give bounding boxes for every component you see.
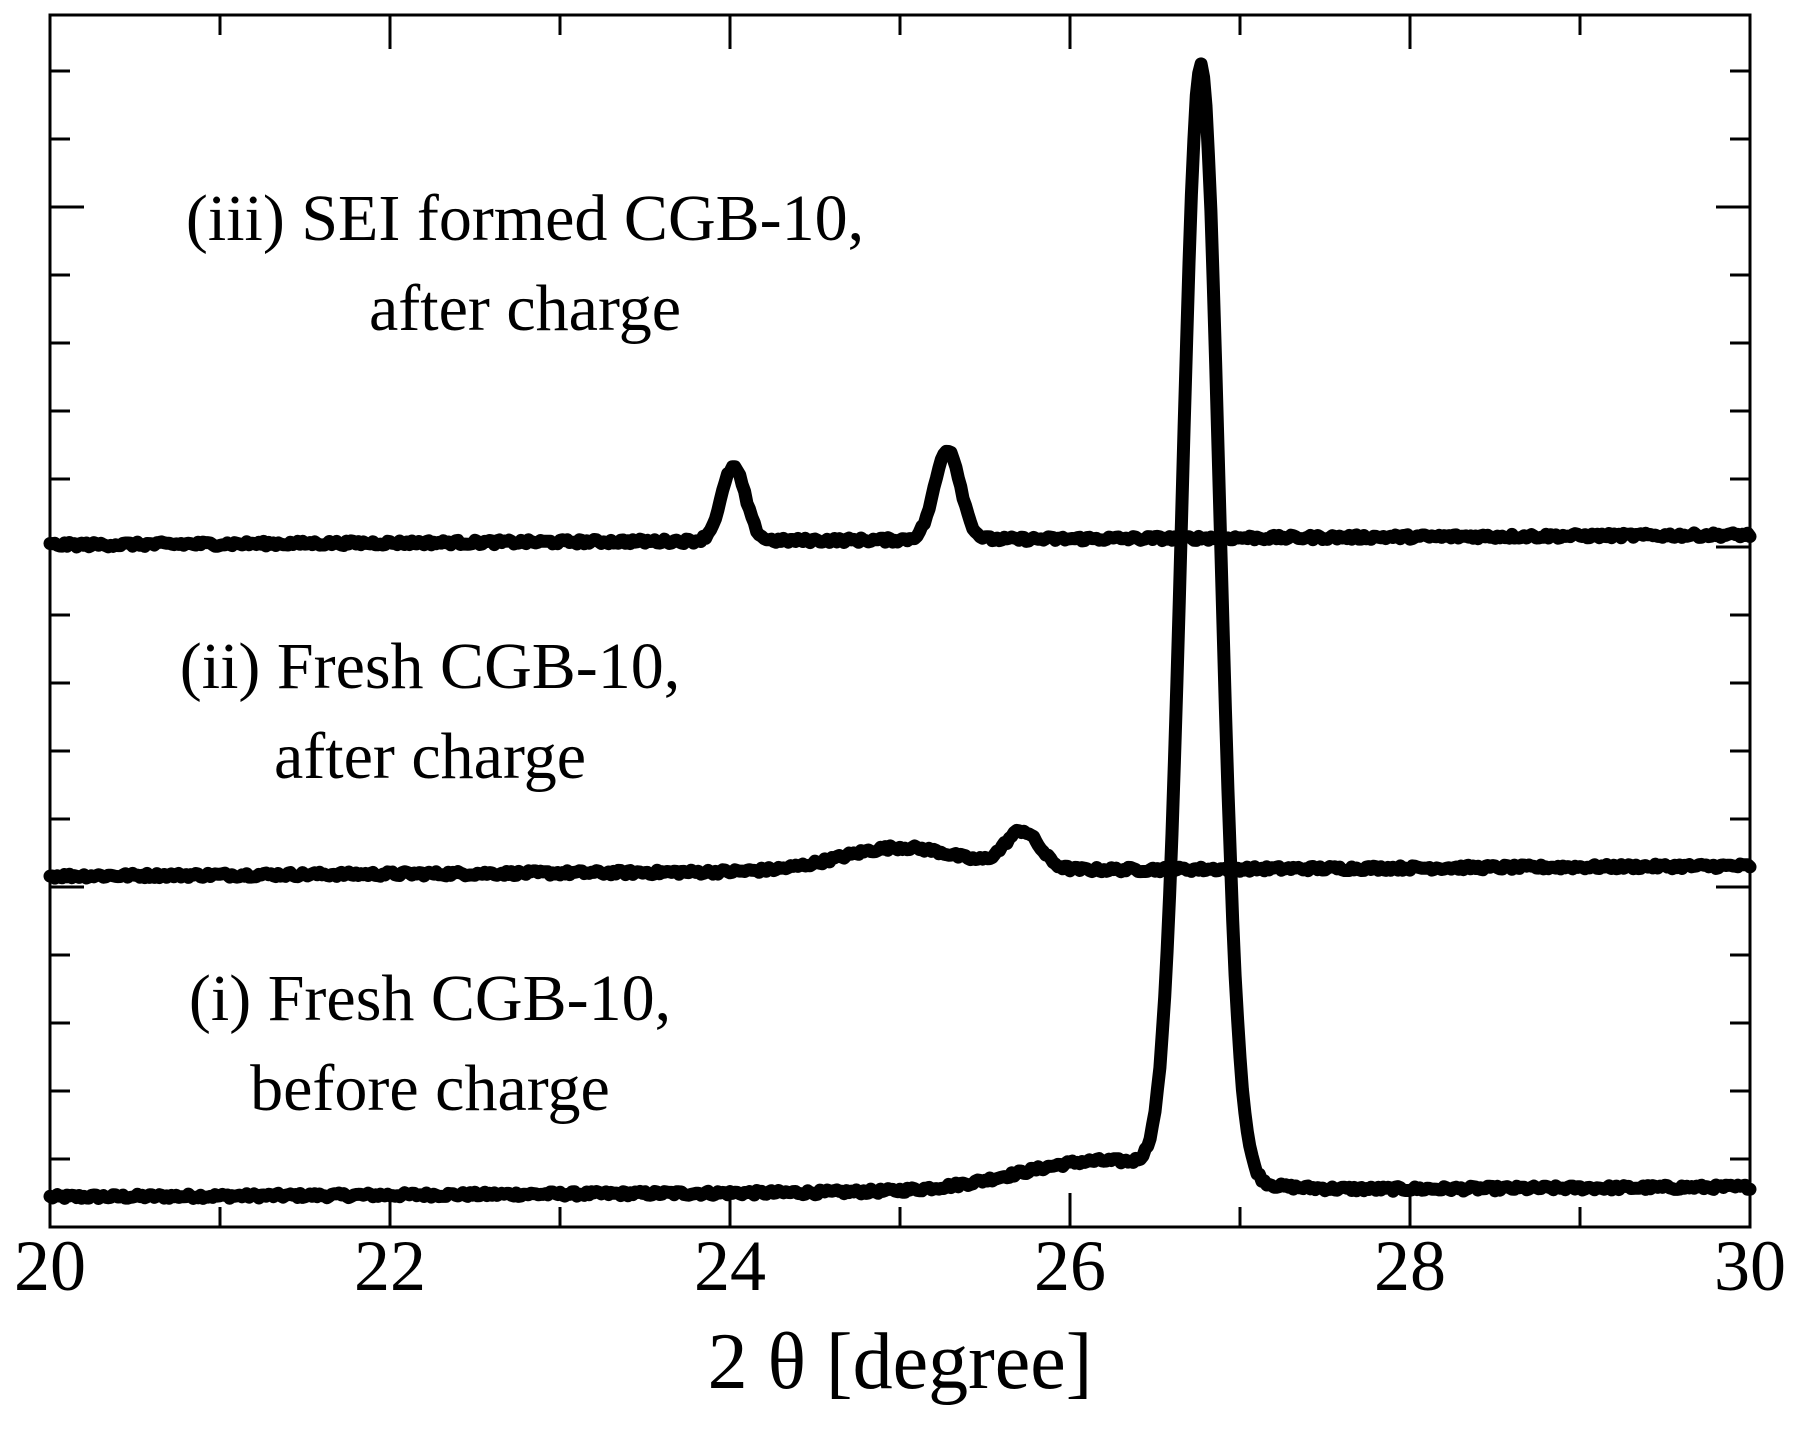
series-label-line1: (i) Fresh CGB-10, [189, 962, 671, 1035]
series-label-line2: after charge [369, 272, 681, 345]
x-tick-labels: 20 22 24 26 28 30 [14, 1226, 1786, 1306]
x-axis-label: 2 θ [degree] [708, 1318, 1093, 1406]
series-line-2 [43, 823, 1757, 885]
x-tick-label: 30 [1714, 1226, 1786, 1306]
series-line-3 [43, 444, 1757, 554]
plot-frame [48, 13, 1752, 1229]
x-tick-label: 22 [354, 1226, 426, 1306]
series-label-line1: (ii) Fresh CGB-10, [180, 630, 680, 703]
x-tick-label: 20 [14, 1226, 86, 1306]
series-label-line1: (iii) SEI formed CGB-10, [186, 182, 864, 255]
series-annotations: (i) Fresh CGB-10, before charge (ii) Fresh… [180, 182, 864, 1125]
series-line-1 [43, 57, 1757, 1205]
x-tick-label: 26 [1034, 1226, 1106, 1306]
series-label-line2: after charge [274, 720, 586, 793]
x-tick-label: 28 [1374, 1226, 1446, 1306]
series-lines [43, 57, 1757, 1205]
x-tick-label: 24 [694, 1226, 766, 1306]
series-label-line2: before charge [250, 1052, 610, 1125]
